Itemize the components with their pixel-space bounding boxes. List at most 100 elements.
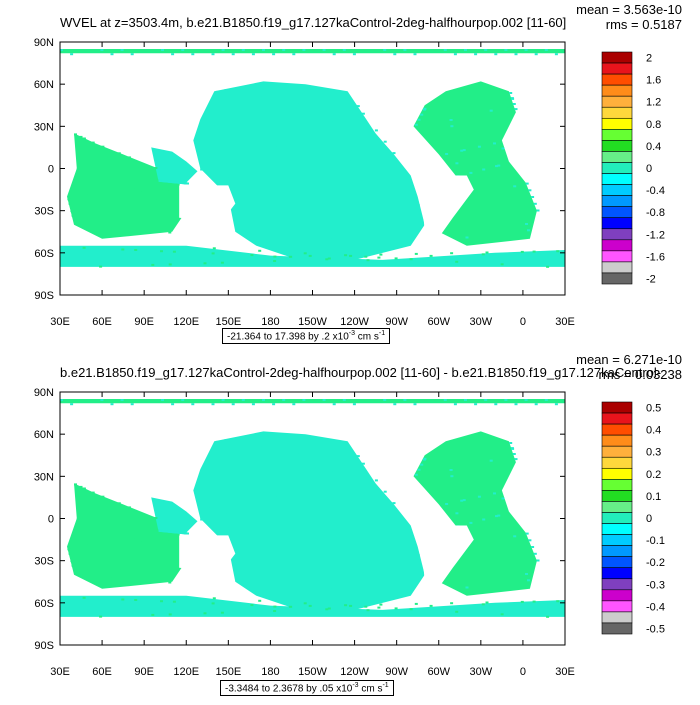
ocean-speckle [151,613,155,616]
ocean-speckle [469,171,473,174]
ocean-speckle [455,162,459,165]
ocean-speckle [83,139,86,142]
ocean-speckle [170,181,174,183]
ocean-speckle [82,596,86,599]
ocean-speckle [415,212,419,215]
ocean-speckle [533,202,537,205]
ocean-speckle [528,189,532,192]
colorbar-label: 1.6 [646,75,661,87]
ocean-speckle [220,611,224,614]
ocean-speckle [125,506,129,509]
lat-tick-label: 60N [34,79,54,91]
ocean-speckle [154,517,158,519]
ocean-speckle [76,518,80,521]
ocean-speckle [154,167,158,169]
ocean-speckle [151,263,155,266]
ocean-speckle [349,604,353,607]
ocean-speckle [495,515,498,518]
ocean-speckle [111,577,115,580]
ocean-speckle [383,49,387,51]
land-region [179,185,236,222]
ocean-speckle [161,530,165,533]
ocean-speckle [292,403,296,406]
ocean-speckle [349,254,353,257]
ocean-speckle [302,399,306,401]
ocean-speckle [183,182,187,185]
ocean-speckle [161,49,164,51]
ocean-speckle [532,250,536,253]
colorbar-swatch [601,567,633,580]
ocean-speckle [554,53,558,56]
ocean-speckle [162,539,166,542]
ocean-speckle [212,597,216,600]
bottom-map-field [60,392,565,645]
ocean-speckle [356,105,360,108]
ocean-speckle [327,257,331,260]
colorbar-swatch [601,217,633,230]
ocean-speckle [449,119,453,121]
ocean-speckle [304,85,308,88]
ocean-speckle [167,530,171,533]
ocean-speckle [181,49,185,51]
lon-tick-label: 90E [134,316,154,328]
ocean-speckle [177,204,181,207]
ocean-speckle [130,403,134,406]
colorbar-label: -0.4 [646,185,665,197]
ocean-speckle [366,259,370,262]
ocean-speckle [504,399,508,401]
ocean-speckle [489,109,493,112]
ocean-speckle [326,167,330,170]
ocean-speckle [168,263,172,266]
ocean-speckle [481,603,485,606]
colorbar-swatch [601,95,633,108]
ocean-speckle [342,399,346,401]
ocean-speckle [414,602,418,605]
ocean-speckle [82,137,86,140]
ocean-speckle [525,532,529,535]
ocean-speckle [445,503,449,505]
ocean-speckle [450,475,454,478]
colorbar-swatch [601,423,633,436]
ocean-speckle [74,483,77,486]
ocean-speckle [301,185,305,188]
ocean-speckle [79,135,83,138]
lon-tick-label: 0 [520,316,526,328]
ocean-speckle [303,602,307,605]
top-ocean-field [60,49,565,268]
colorbar-swatch [601,51,633,64]
ocean-speckle [167,180,171,183]
ocean-speckle [347,449,351,452]
ocean-speckle [514,108,518,111]
ocean-speckle [377,606,381,609]
ocean-speckle [414,252,418,255]
ocean-speckle [162,189,166,192]
colorbar-label: -1.2 [646,229,665,241]
ocean-speckle [462,499,466,502]
ocean-speckle [100,49,104,51]
ocean-speckle [326,517,330,520]
ocean-speckle [87,544,91,547]
colorbar-swatch [601,479,633,491]
ocean-speckle [70,403,74,406]
ocean-speckle [262,49,265,51]
ocean-speckle [130,522,134,524]
ocean-speckle [82,487,86,490]
ocean-speckle [123,223,127,225]
ocean-speckle [511,97,515,100]
ocean-region [60,245,565,267]
ocean-speckle [215,440,219,443]
lat-tick-label: 90S [34,640,54,652]
ocean-speckle [251,403,255,406]
ocean-speckle [256,129,260,132]
ocean-speckle [141,539,145,542]
colorbar-swatch [601,490,633,502]
ocean-speckle [484,49,488,51]
ocean-speckle [87,194,91,197]
ocean-speckle [423,107,427,110]
colorbar-label: 0 [646,163,652,175]
ocean-speckle [247,577,251,580]
ocean-speckle [361,462,365,465]
ocean-speckle [377,256,381,259]
ocean-speckle [494,403,498,406]
ocean-speckle [352,53,356,56]
